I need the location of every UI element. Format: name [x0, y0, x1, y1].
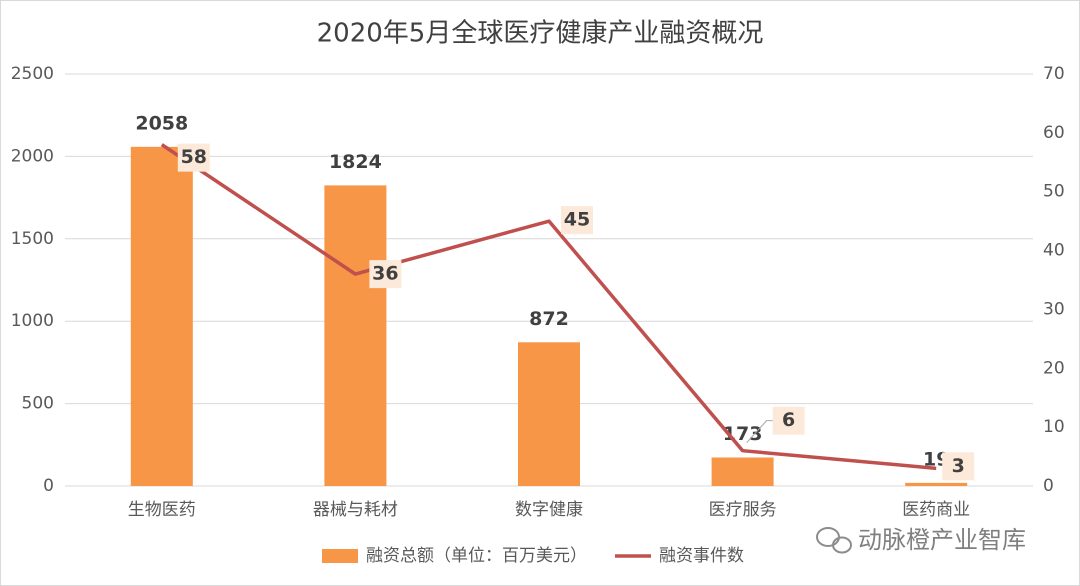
bar-value-label: 2058 [135, 112, 188, 134]
line-value-label: 45 [564, 209, 590, 231]
bar [711, 457, 774, 486]
x-tick-label: 器械与耗材 [313, 500, 398, 520]
x-tick-label: 数字健康 [515, 500, 583, 520]
y-tick-label: 2500 [11, 64, 54, 84]
bar [518, 342, 580, 486]
y2-tick-label: 10 [1043, 417, 1065, 437]
y-tick-label: 1000 [11, 311, 54, 331]
line-value-label: 58 [181, 146, 207, 168]
line-label-box [369, 260, 402, 289]
bar [130, 146, 193, 486]
line-label-box [177, 143, 210, 172]
line-label-box [561, 206, 593, 235]
line-value-label: 36 [372, 263, 398, 285]
legend-label: 融资事件数 [659, 546, 744, 566]
watermark-icon [816, 527, 852, 554]
bar-value-label: 1824 [329, 151, 382, 173]
y-tick-label: 500 [22, 394, 54, 414]
x-tick-label: 医药商业 [902, 500, 970, 520]
leader-line [746, 420, 773, 444]
legend-swatch [322, 549, 358, 563]
y2-tick-label: 60 [1043, 123, 1065, 143]
line-value-label: 3 [952, 455, 965, 477]
y-tick-label: 1500 [11, 229, 54, 249]
bar-value-label: 872 [529, 308, 569, 330]
x-tick-label: 生物医药 [128, 500, 196, 520]
y2-tick-label: 20 [1043, 358, 1065, 378]
chart-title: 2020年5月全球医疗健康产业融资概况 [317, 19, 764, 49]
y2-tick-label: 50 [1043, 182, 1065, 202]
y2-tick-label: 0 [1043, 476, 1054, 496]
line-label-box [772, 406, 805, 435]
y2-tick-label: 70 [1043, 64, 1065, 84]
y-tick-label: 0 [43, 476, 54, 496]
watermark: 动脉橙产业智库 [858, 526, 1026, 554]
y2-tick-label: 30 [1043, 299, 1065, 319]
legend-label: 融资总额（单位：百万美元） [366, 546, 587, 566]
bar [324, 185, 387, 487]
y-tick-label: 2000 [11, 146, 54, 166]
line-value-label: 6 [782, 409, 795, 431]
line-label-box [942, 452, 975, 481]
line [160, 143, 937, 471]
y2-tick-label: 40 [1043, 241, 1065, 261]
bar [905, 482, 968, 486]
x-tick-label: 医疗服务 [709, 500, 777, 520]
